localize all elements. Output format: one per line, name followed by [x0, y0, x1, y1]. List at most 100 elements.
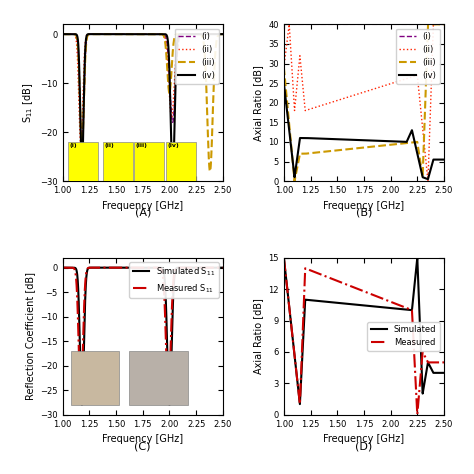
(ii): [342, 95, 348, 101]
Y-axis label: S$_{11}$ [dB]: S$_{11}$ [dB]: [21, 82, 35, 123]
Simulated: [349, 301, 355, 307]
(ii): [78, 144, 84, 149]
Line: (ii): (ii): [63, 34, 223, 147]
(ii): [349, 93, 355, 99]
Legend: (i), (ii), (iii), (iv): (i), (ii), (iii), (iv): [175, 28, 219, 84]
(iv): [217, 31, 223, 37]
Line: (iv): (iv): [284, 83, 444, 179]
Line: Measured: Measured: [284, 258, 444, 414]
(ii): [88, 31, 93, 37]
(i): [79, 149, 85, 155]
(i): [121, 31, 127, 37]
Line: (iv): (iv): [63, 34, 223, 181]
(iv): [281, 80, 287, 86]
(iii): [441, 21, 447, 27]
X-axis label: Frequency [GHz]: Frequency [GHz]: [102, 434, 183, 444]
(iii): [200, 34, 205, 39]
(iv): [299, 135, 305, 141]
Text: (C): (C): [135, 441, 151, 451]
(iii): [421, 146, 427, 151]
Text: (iii): (iii): [135, 144, 147, 148]
(i): [421, 21, 427, 27]
Line: Simulated S$_{11}$: Simulated S$_{11}$: [63, 268, 223, 405]
(ii): [116, 31, 122, 37]
(i): [309, 21, 314, 27]
(ii): [430, 21, 436, 27]
(iii): [120, 31, 126, 37]
Simulated S$_{11}$: [217, 265, 223, 271]
(ii): [78, 144, 84, 150]
(iii): [220, 31, 226, 37]
(iii): [343, 146, 348, 152]
(iii): [349, 146, 355, 152]
Simulated: [343, 301, 348, 307]
(iv): [421, 175, 427, 181]
Line: (iii): (iii): [284, 24, 444, 181]
Simulated S$_{11}$: [79, 402, 85, 408]
(ii): [309, 106, 314, 111]
Measured: [342, 281, 348, 287]
(i): [281, 21, 287, 27]
Y-axis label: Axial Ratio [dB]: Axial Ratio [dB]: [253, 298, 263, 374]
Line: (ii): (ii): [284, 24, 444, 181]
Bar: [71, 351, 119, 405]
Simulated: [441, 370, 447, 376]
(iv): [170, 178, 175, 184]
Measured: [349, 284, 355, 290]
(iii): [217, 31, 223, 37]
(i): [217, 31, 223, 37]
(iv): [88, 31, 93, 37]
Line: (i): (i): [63, 34, 223, 152]
(i): [60, 31, 65, 37]
(iv): [121, 31, 127, 37]
Measured: [414, 411, 420, 417]
(ii): [200, 31, 205, 37]
Y-axis label: Reflection Coefficient [dB]: Reflection Coefficient [dB]: [25, 272, 35, 400]
Measured S$_{11}$: [88, 265, 93, 271]
Legend: Simulated, Measured: Simulated, Measured: [367, 322, 440, 351]
Y-axis label: Axial Ratio [dB]: Axial Ratio [dB]: [253, 65, 263, 141]
(ii): [217, 31, 223, 37]
Text: (D): (D): [356, 441, 373, 451]
X-axis label: Frequency [GHz]: Frequency [GHz]: [323, 201, 404, 210]
Text: (i): (i): [69, 144, 77, 148]
Simulated S$_{11}$: [200, 265, 205, 271]
(ii): [281, 64, 287, 70]
(iii): [425, 21, 431, 27]
(iv): [128, 31, 134, 37]
Bar: [166, 142, 196, 181]
Simulated: [309, 298, 315, 303]
Simulated S$_{11}$: [128, 265, 134, 271]
Measured: [281, 255, 287, 261]
Simulated S$_{11}$: [88, 265, 93, 271]
Simulated: [300, 356, 305, 362]
(ii): [425, 178, 431, 184]
Simulated: [297, 401, 303, 407]
(iv): [220, 31, 226, 37]
(iii): [128, 31, 134, 37]
Measured: [309, 268, 314, 273]
(iv): [78, 146, 84, 152]
Measured: [299, 344, 305, 350]
Simulated S$_{11}$: [60, 265, 65, 271]
(i): [441, 21, 447, 27]
(ii): [299, 76, 305, 82]
Line: Simulated: Simulated: [284, 258, 444, 404]
Measured S$_{11}$: [121, 265, 127, 271]
Measured S$_{11}$: [128, 265, 134, 271]
(i): [78, 135, 84, 141]
(iv): [309, 136, 314, 141]
(iii): [60, 31, 65, 37]
(ii): [121, 31, 127, 37]
X-axis label: Frequency [GHz]: Frequency [GHz]: [102, 201, 183, 210]
(i): [128, 31, 134, 37]
Measured S$_{11}$: [200, 265, 205, 271]
(ii): [60, 31, 65, 37]
(ii): [421, 135, 427, 140]
Legend: Simulated S$_{11}$, Measured S$_{11}$: Simulated S$_{11}$, Measured S$_{11}$: [129, 262, 219, 298]
Measured S$_{11}$: [60, 265, 65, 271]
Simulated S$_{11}$: [78, 386, 84, 392]
X-axis label: Frequency [GHz]: Frequency [GHz]: [323, 434, 404, 444]
Bar: [129, 351, 188, 405]
Measured S$_{11}$: [78, 392, 84, 398]
